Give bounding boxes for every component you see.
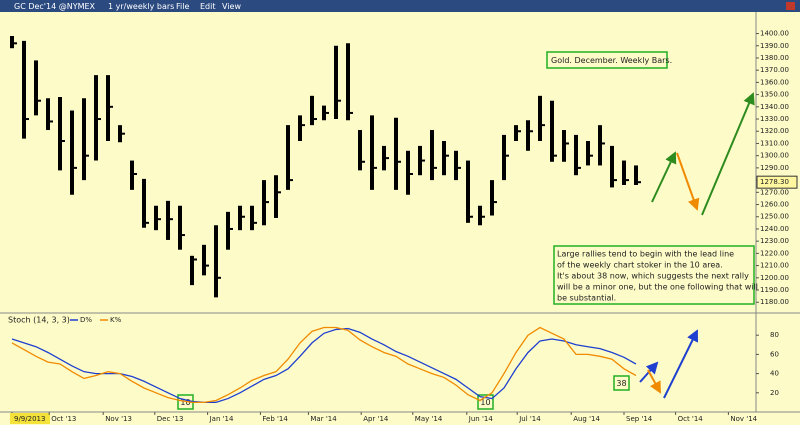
y-tick-label: 1220.00: [760, 249, 789, 257]
stoch-line: [11, 327, 637, 404]
x-tick-label: Apr '14: [363, 415, 389, 423]
y-tick-label: 40: [770, 370, 779, 378]
x-tick-label: Mar '14: [310, 415, 337, 423]
x-tick-label: Feb '14: [262, 415, 288, 423]
menu-item[interactable]: View: [222, 2, 241, 11]
y-tick-label: 1330.00: [760, 115, 789, 123]
y-tick-label: 20: [770, 389, 779, 397]
x-tick-label: Jan '14: [209, 415, 234, 423]
y-tick-label: 1200.00: [760, 274, 789, 282]
annotation-box: [553, 245, 755, 305]
y-tick-label: 1240.00: [760, 225, 789, 233]
x-tick-label: Aug '14: [573, 415, 600, 423]
x-tick-label: Sep '14: [626, 415, 653, 423]
arrow: [701, 92, 755, 216]
y-tick-label: 80: [770, 331, 779, 339]
toolbar-bg: [0, 0, 800, 12]
y-tick-label: 1210.00: [760, 262, 789, 270]
x-tick-label: Jul '14: [518, 415, 541, 423]
last-price-label: 1278.30: [760, 178, 789, 186]
y-tick-label: 1380.00: [760, 54, 789, 62]
annotation: be substantial.: [557, 294, 616, 303]
annotation: It's about 38 now, which suggests the ne…: [557, 272, 749, 281]
y-tick-label: 1320.00: [760, 127, 789, 135]
period[interactable]: 1 yr/weekly bars: [108, 2, 174, 11]
marker: 10: [480, 398, 490, 407]
x-tick-label: Oct '14: [678, 415, 704, 423]
marker-box: [613, 375, 630, 391]
x-tick-label: May '14: [415, 415, 443, 423]
legend-label: D%: [80, 316, 92, 324]
annotation: Gold. December. Weekly Bars.: [551, 56, 672, 65]
close-button[interactable]: [786, 2, 795, 10]
y-tick-label: 1370.00: [760, 66, 789, 74]
symbol[interactable]: GC Dec'14 @NYMEX: [14, 2, 96, 11]
annotation: will be a minor one, but the one followi…: [557, 283, 758, 292]
y-tick-label: 1350.00: [760, 91, 789, 99]
y-tick-label: 1180.00: [760, 298, 789, 306]
x-tick-label: Jun '14: [468, 415, 494, 423]
y-tick-label: 1300.00: [760, 152, 789, 160]
y-tick-label: 1400.00: [760, 30, 789, 38]
x-tick-label: 9/9/2013: [14, 415, 45, 423]
annotation-box: [546, 51, 668, 69]
y-tick-label: 60: [770, 350, 779, 358]
y-tick-label: 1310.00: [760, 139, 789, 147]
annotation: of the weekly chart stoker in the 10 are…: [557, 261, 723, 270]
y-tick-label: 1250.00: [760, 213, 789, 221]
indicator-title: Stoch (14, 3, 3): [8, 316, 70, 325]
annotation: Large rallies tend to begin with the lea…: [557, 250, 734, 259]
x-tick-label: Dec '13: [157, 415, 184, 423]
y-tick-label: 1390.00: [760, 42, 789, 50]
x-label-highlight: [10, 413, 50, 424]
y-tick-label: 1270.00: [760, 188, 789, 196]
x-tick-label: Oct '13: [51, 415, 76, 423]
last-price-tag: [756, 175, 798, 189]
y-tick-label: 1290.00: [760, 164, 789, 172]
x-tick-label: Nov '13: [105, 415, 132, 423]
legend-label: K%: [110, 316, 122, 324]
menu-item[interactable]: File: [176, 2, 189, 11]
arrow: [651, 151, 677, 203]
marker: 38: [616, 379, 626, 388]
y-tick-label: 1360.00: [760, 78, 789, 86]
arrow: [663, 329, 698, 399]
arrow: [647, 369, 661, 394]
toolbar: GC Dec'14 @NYMEX 1 yr/weekly bars File E…: [0, 0, 800, 12]
marker: 10: [180, 398, 190, 407]
y-tick-label: 1230.00: [760, 237, 789, 245]
y-tick-label: 1340.00: [760, 103, 789, 111]
y-tick-label: 1190.00: [760, 286, 789, 294]
x-tick-label: Nov '14: [730, 415, 757, 423]
stoch-line: [11, 326, 637, 404]
menu-item[interactable]: Edit: [200, 2, 216, 11]
arrow: [676, 152, 700, 211]
y-tick-label: 1260.00: [760, 201, 789, 209]
